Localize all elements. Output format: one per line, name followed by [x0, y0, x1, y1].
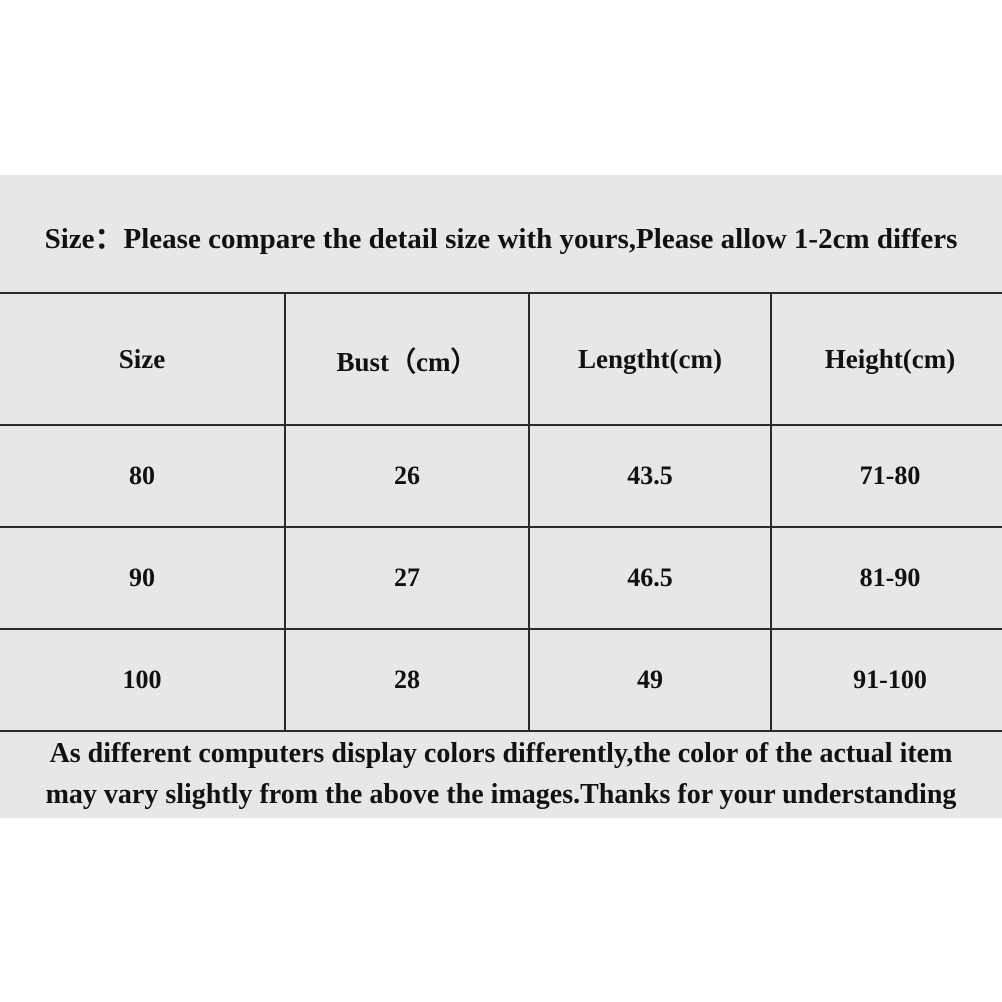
cell-size: 90	[0, 526, 286, 630]
footer-note-line-1: As different computers display colors di…	[49, 738, 953, 769]
cell-size: 80	[0, 424, 286, 528]
column-header-height: Height(cm)	[770, 292, 1002, 426]
cell-bust: 27	[284, 526, 530, 630]
footer-note-line-2: may vary slightly from the above the ima…	[45, 779, 957, 810]
size-table: Size Bust（cm） Lengtht(cm) Height(cm) 80 …	[0, 292, 1002, 732]
cell-height: 71-80	[770, 424, 1002, 528]
cell-bust: 28	[284, 628, 530, 732]
size-chart-panel: Size：Please compare the detail size with…	[0, 175, 1002, 818]
column-header-length: Lengtht(cm)	[528, 292, 772, 426]
column-header-size: Size	[0, 292, 286, 426]
table-row: 80 26 43.5 71-80	[0, 424, 1002, 528]
table-row: 90 27 46.5 81-90	[0, 526, 1002, 630]
table-row: 100 28 49 91-100	[0, 628, 1002, 732]
footer-note: As different computers display colors di…	[0, 733, 1002, 815]
cell-size: 100	[0, 628, 286, 732]
intro-note-line-1: Size：Please compare the detail size with…	[44, 223, 958, 255]
cell-length: 49	[528, 628, 772, 732]
cell-height: 81-90	[770, 526, 1002, 630]
table-header-row: Size Bust（cm） Lengtht(cm) Height(cm)	[0, 292, 1002, 426]
cell-length: 43.5	[528, 424, 772, 528]
cell-bust: 26	[284, 424, 530, 528]
column-header-bust: Bust（cm）	[284, 292, 530, 426]
cell-length: 46.5	[528, 526, 772, 630]
cell-height: 91-100	[770, 628, 1002, 732]
